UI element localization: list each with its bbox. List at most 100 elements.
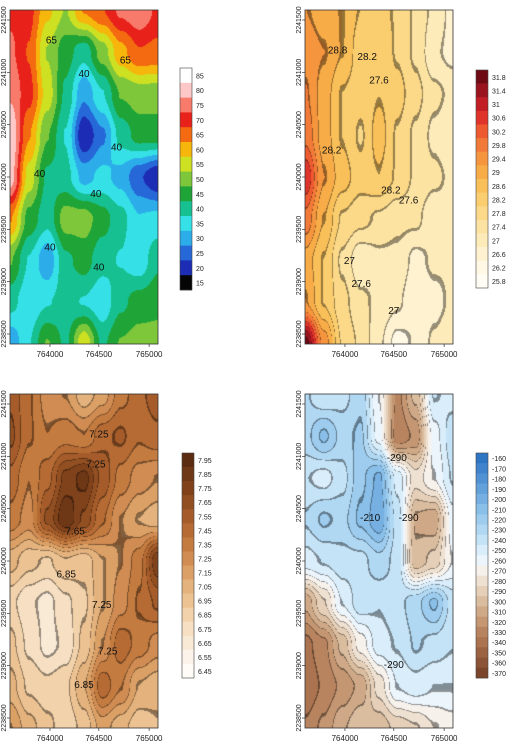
- y-tick-label: 2240500: [1, 111, 8, 138]
- colorbar-swatch: [182, 453, 194, 468]
- colorbar-label: 29: [492, 170, 500, 177]
- colorbar-swatch: [180, 230, 192, 246]
- y-tick-label: 2240000: [1, 547, 8, 574]
- colorbar-label: 28.6: [492, 184, 506, 191]
- colorbar-label: 30.6: [492, 116, 506, 123]
- colorbar-label: 30.2: [492, 129, 506, 136]
- colorbar-label: 70: [196, 118, 204, 125]
- colorbar-swatch: [476, 463, 488, 474]
- colorbar-label: 85: [196, 73, 204, 80]
- colorbar-label: 6.55: [198, 655, 212, 662]
- colorbar-label: 31.4: [492, 88, 506, 95]
- colorbar-swatch: [476, 192, 488, 207]
- colorbar-label: -220: [492, 517, 506, 524]
- colorbar-swatch: [476, 179, 488, 193]
- colorbar-label: 27: [492, 238, 500, 245]
- colorbar-label: 26.2: [492, 266, 506, 273]
- y-tick-label: 2239500: [296, 216, 303, 243]
- colorbar-label: 7.55: [198, 514, 212, 521]
- y-tick-label: 2241000: [296, 443, 303, 470]
- colorbar-swatch: [180, 260, 192, 276]
- colorbar-swatch: [182, 495, 194, 510]
- colorbar-label: 7.95: [198, 458, 212, 465]
- colorbar-label: 45: [196, 192, 204, 199]
- colorbar-swatch: [180, 97, 192, 113]
- colorbar-label: 15: [196, 281, 204, 288]
- colorbar-label: 6.65: [198, 641, 212, 648]
- colorbar-label: 7.75: [198, 486, 212, 493]
- colorbar-frame: [181, 452, 195, 679]
- colorbar-label: -230: [492, 528, 506, 535]
- contour-label: 6.85: [74, 680, 94, 691]
- colorbar-label: 6.75: [198, 627, 212, 634]
- colorbar-label: 55: [196, 162, 204, 169]
- colorbar-swatch: [182, 481, 194, 496]
- colorbar-swatch: [476, 504, 488, 515]
- x-tick-label: 765000: [431, 350, 458, 359]
- colorbar-swatch: [180, 112, 192, 128]
- colorbar-swatch: [180, 127, 192, 143]
- y-tick-label: 2240500: [296, 495, 303, 522]
- colorbar-swatch: [180, 186, 192, 202]
- colorbar-label: -370: [492, 671, 506, 678]
- y-tick-label: 2240000: [296, 547, 303, 574]
- contour-label: 65: [120, 55, 132, 66]
- colorbar-label: -260: [492, 558, 506, 565]
- colorbar-swatch: [180, 201, 192, 217]
- contour-label: 7.25: [86, 459, 106, 470]
- colorbar-swatch: [476, 524, 488, 536]
- colorbar-label: -240: [492, 538, 506, 545]
- colorbar-label: 31.8: [492, 75, 506, 82]
- contour-label: 40: [93, 263, 105, 274]
- y-tick-label: 2239000: [296, 652, 303, 679]
- colorbar-swatch: [476, 70, 488, 84]
- panel-4: -290 -210 -290 -290 764000 764500 765000 223850…: [296, 390, 506, 743]
- colorbar-label: 60: [196, 147, 204, 154]
- colorbar-swatch: [182, 621, 194, 637]
- contour-label: 65: [46, 35, 58, 46]
- colorbar-swatch: [476, 247, 488, 262]
- colorbar-frame: [475, 69, 489, 289]
- colorbar-label: 7.35: [198, 542, 212, 549]
- contour-label: 6.85: [57, 570, 77, 581]
- colorbar-label: -160: [492, 456, 506, 463]
- colorbar-label: -360: [492, 661, 506, 668]
- colorbar-swatch: [476, 606, 488, 617]
- contour-label: 7.25: [89, 429, 109, 440]
- colorbar-swatch: [182, 607, 194, 623]
- panel-3: 7.25 7.25 7.65 6.85 7.25 7.25 6.85 764000 764500…: [1, 390, 212, 743]
- contour-label: 27: [388, 306, 400, 317]
- colorbar-label: 7.15: [198, 571, 212, 578]
- colorbar-swatch: [476, 575, 488, 587]
- contour-label: 7.25: [98, 647, 118, 658]
- colorbar-label: 35: [196, 221, 204, 228]
- colorbar-label: -170: [492, 466, 506, 473]
- heatmap-field: [10, 394, 158, 728]
- colorbar-swatch: [182, 537, 194, 552]
- colorbar-label: 80: [196, 88, 204, 95]
- colorbar-swatch: [180, 142, 192, 158]
- colorbar-swatch: [476, 453, 488, 464]
- colorbar-swatch: [182, 551, 194, 566]
- colorbar-label: -270: [492, 569, 506, 576]
- colorbar-swatch: [476, 165, 488, 180]
- x-tick-label: 764000: [332, 734, 359, 743]
- colorbar-swatch: [476, 647, 488, 658]
- colorbar-label: 29.8: [492, 143, 506, 150]
- y-tick-label: 2239500: [1, 600, 8, 627]
- colorbar-label: -180: [492, 477, 506, 484]
- y-tick-label: 2239000: [296, 268, 303, 295]
- contour-label: 28.8: [328, 45, 348, 56]
- contour-label: 40: [90, 189, 102, 200]
- contour-label: -290: [387, 453, 407, 464]
- colorbar-label: -330: [492, 630, 506, 637]
- colorbar-frame: [475, 452, 489, 679]
- colorbar-swatch: [476, 110, 488, 125]
- colorbar-swatch: [476, 565, 488, 577]
- colorbar-swatch: [182, 509, 194, 524]
- contour-label: 28.2: [381, 186, 401, 197]
- colorbar-swatch: [180, 68, 192, 84]
- y-tick-label: 2240500: [296, 111, 303, 138]
- colorbar-swatch: [180, 245, 192, 261]
- colorbar-swatch: [476, 274, 488, 289]
